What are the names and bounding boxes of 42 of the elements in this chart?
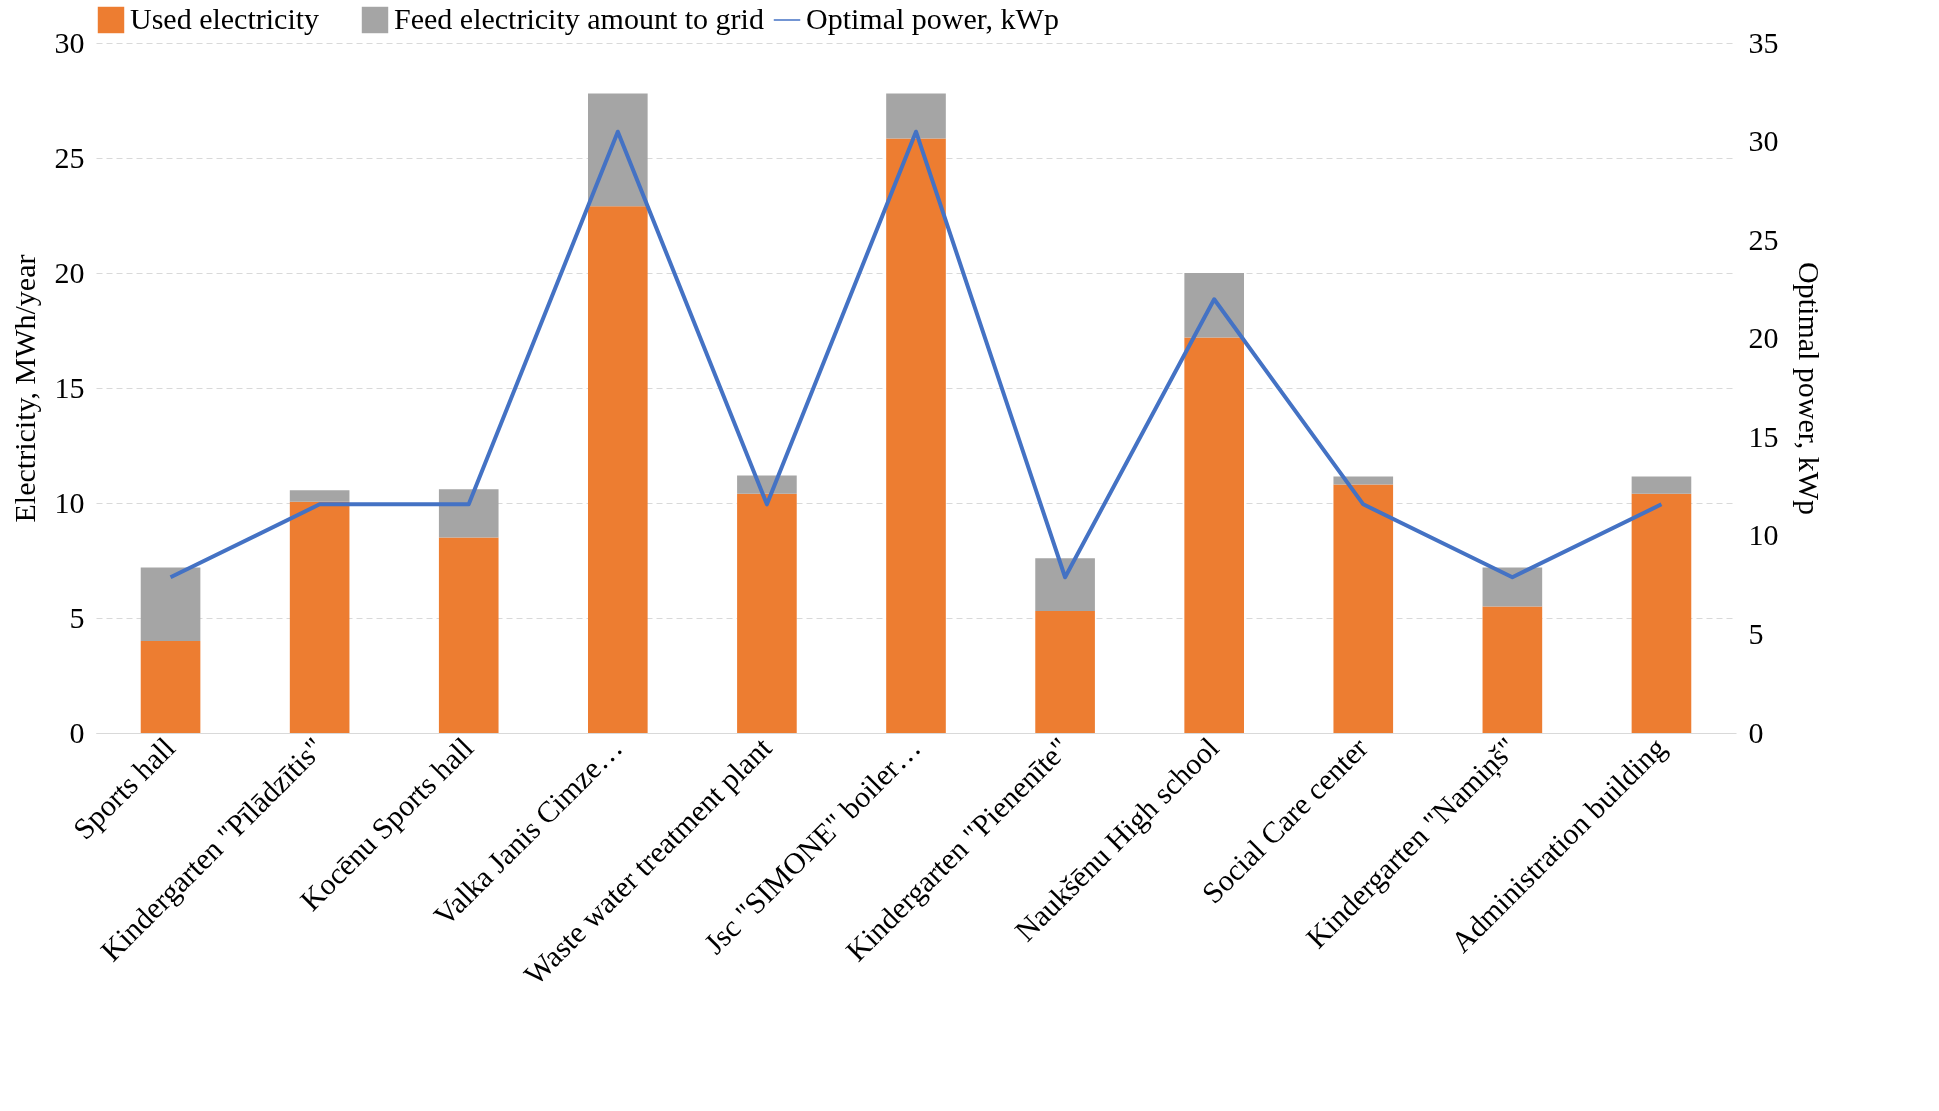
line-series <box>168 129 1664 580</box>
bar <box>1333 484 1394 733</box>
y-tick-label: 0 <box>69 715 85 749</box>
y2-tick-label: 25 <box>1748 222 1779 256</box>
y-tick-label: 15 <box>54 370 85 404</box>
y2-tick-label: 20 <box>1748 321 1779 355</box>
bar <box>1035 611 1095 733</box>
y-tick-label: 25 <box>54 140 85 174</box>
bar <box>737 493 797 733</box>
y-tick-label: 20 <box>54 255 85 289</box>
bar <box>1333 476 1394 485</box>
y2-tick-label: 35 <box>1748 25 1779 59</box>
y-tick-label: 10 <box>54 485 85 519</box>
y2-tick-label: 10 <box>1748 518 1779 552</box>
bar <box>1482 567 1543 607</box>
y2-tick-label: 15 <box>1748 419 1779 453</box>
bar <box>588 93 648 207</box>
y2-axis-title: Optimal power, kWp <box>1792 262 1826 515</box>
y2-tick-label: 5 <box>1748 616 1764 650</box>
bar <box>1631 493 1692 733</box>
y-tick-label: 5 <box>69 600 85 634</box>
bar <box>438 537 499 733</box>
legend-label: Used electricity <box>130 2 320 35</box>
bar <box>289 501 350 733</box>
bar <box>1184 273 1244 338</box>
y-tick-label: 30 <box>54 25 85 59</box>
bar <box>289 490 350 502</box>
legend-label: Feed electricity amount to grid <box>394 2 764 35</box>
bar <box>438 489 499 538</box>
bar <box>886 138 946 733</box>
y2-tick-label: 30 <box>1748 124 1779 158</box>
bar <box>1631 476 1692 494</box>
bar <box>1035 558 1095 612</box>
bar <box>140 641 201 733</box>
bar <box>588 206 648 733</box>
bar <box>140 567 201 641</box>
bar <box>886 93 946 139</box>
y-axis-title: Electricity, MWh/year <box>7 254 41 523</box>
bar <box>1184 337 1244 733</box>
y2-tick-label: 0 <box>1748 715 1764 749</box>
bar <box>1482 606 1543 733</box>
legend-label: Optimal power, kWp <box>806 2 1059 35</box>
